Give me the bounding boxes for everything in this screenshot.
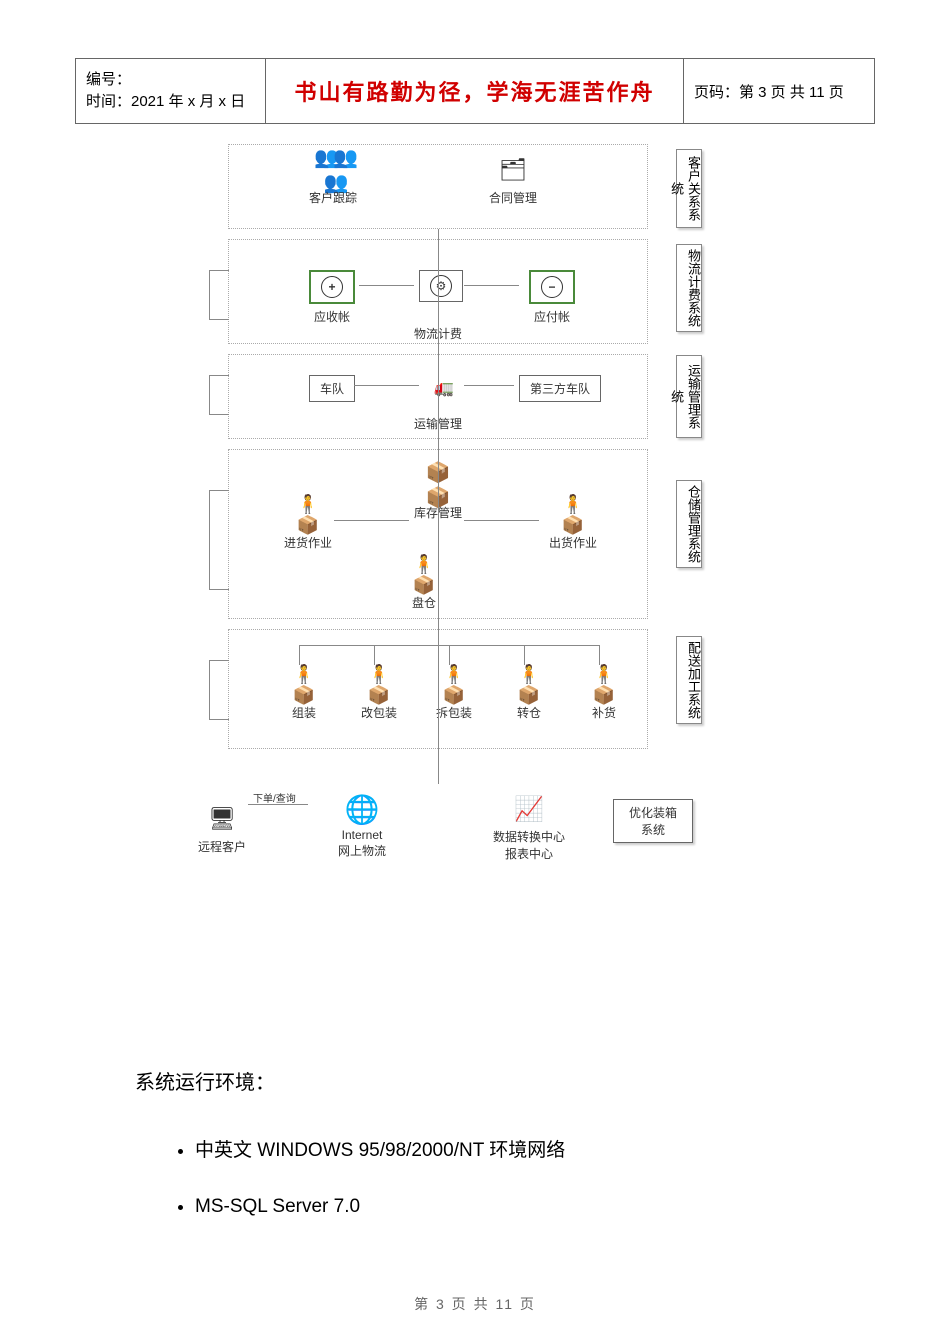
header-right: 页码：第 3 页 共 11 页 [684, 59, 874, 123]
side-label-transport: 运输管理系统 [676, 355, 702, 438]
label: 应付帐 [529, 308, 575, 325]
plus-icon: + [321, 276, 343, 298]
page-header: 编号： 时间：2021 年 x 月 x 日 书山有路勤为径，学海无涯苦作舟 页码… [75, 58, 875, 124]
label2: 网上物流 [338, 842, 386, 859]
node-internet: 🌐 Internet 网上物流 [338, 794, 386, 859]
node-fleet: 车队 [309, 375, 355, 402]
node-datacenter: 📈 数据转换中心 报表中心 [493, 794, 565, 862]
side-label-billing: 物流计费系统 [676, 244, 702, 332]
node-assemble: 🧍📦 组装 [284, 670, 324, 721]
carry-icon: 🧍📦 [584, 670, 624, 700]
serial-label: 编号： [86, 69, 255, 92]
fanout [299, 645, 300, 665]
label2: 报表中心 [493, 845, 565, 862]
box: − [529, 270, 575, 304]
connector [209, 270, 229, 320]
label: 拆包装 [434, 704, 474, 721]
label: 出货作业 [549, 534, 597, 551]
node-receivable: + 应收帐 [309, 270, 355, 325]
minus-icon: − [541, 276, 563, 298]
node-gear: ⚙ [419, 270, 463, 302]
label: 改包装 [359, 704, 399, 721]
side-label-crm: 客户关系系统 [676, 149, 702, 228]
section-title: 系统运行环境： [135, 1066, 815, 1095]
node-remote: 🖥 远程客户 [198, 804, 246, 855]
row-bottom: 🖥 远程客户 下单/查询 🌐 Internet 网上物流 📈 数据转换中心 报表… [198, 784, 718, 884]
node-repack: 🧍📦 改包装 [359, 670, 399, 721]
node-unpack: 🧍📦 拆包装 [434, 670, 474, 721]
gear-icon: ⚙ [430, 275, 452, 297]
node-truck: 🚛 [424, 373, 464, 407]
label: 转仓 [509, 704, 549, 721]
list-item: 中英文 WINDOWS 95/98/2000/NT 环境网络 [195, 1135, 815, 1162]
arrow [354, 385, 419, 386]
connector [209, 375, 229, 415]
label: 车队 [309, 375, 355, 402]
carry-icon: 🧍📦 [434, 670, 474, 700]
node-contract: 🗂 合同管理 [489, 155, 537, 206]
node-customer-track: 👥👥👥 客户跟踪 [309, 155, 357, 206]
label: 应收帐 [309, 308, 355, 325]
system-diagram: 客户关系系统 👥👥👥 客户跟踪 🗂 合同管理 物流计费系统 + 应收帐 ⚙ − … [228, 144, 708, 914]
label: 进货作业 [284, 534, 332, 551]
env-list: 中英文 WINDOWS 95/98/2000/NT 环境网络 MS-SQL Se… [135, 1135, 815, 1218]
files-icon: 🗂 [493, 155, 533, 185]
fanout [374, 645, 375, 665]
side-label-process: 配送加工系统 [676, 636, 702, 724]
label: 组装 [284, 704, 324, 721]
truck-icon: 🚛 [424, 373, 464, 403]
node-inbound: 🧍📦 进货作业 [284, 500, 332, 551]
carry-icon: 🧍📦 [359, 670, 399, 700]
motto: 书山有路勤为径，学海无涯苦作舟 [294, 75, 654, 107]
node-payable: − 应付帐 [529, 270, 575, 325]
spine [438, 229, 439, 784]
side-label-warehouse: 仓储管理系统 [676, 480, 702, 568]
node-3rd-fleet: 第三方车队 [519, 375, 601, 402]
carry-icon: 🧍📦 [509, 670, 549, 700]
box: + [309, 270, 355, 304]
fanout [524, 645, 525, 665]
node-transfer: 🧍📦 转仓 [509, 670, 549, 721]
body-content: 系统运行环境： 中英文 WINDOWS 95/98/2000/NT 环境网络 M… [135, 1066, 815, 1252]
box: ⚙ [419, 270, 463, 302]
carry-icon: 🧍📦 [284, 670, 324, 700]
people-icon: 👥👥👥 [313, 155, 353, 185]
chart-icon: 📈 [509, 794, 549, 824]
connector [209, 660, 229, 720]
download-label: 下单/查询 [253, 790, 296, 805]
computer-icon: 🖥 [202, 804, 242, 834]
arrow [464, 285, 519, 286]
node-outbound: 🧍📦 出货作业 [549, 500, 597, 551]
carry-icon: 🧍📦 [288, 500, 328, 530]
fanout [599, 645, 600, 665]
label: 补货 [584, 704, 624, 721]
date-label: 时间：2021 年 x 月 x 日 [86, 91, 255, 114]
label: 远程客户 [198, 838, 246, 855]
arrow [464, 520, 539, 521]
label1: Internet [338, 828, 386, 842]
header-center: 书山有路勤为径，学海无涯苦作舟 [266, 59, 684, 123]
label: 合同管理 [489, 189, 537, 206]
page-label: 页码：第 3 页 共 11 页 [694, 81, 844, 102]
arrow [359, 285, 414, 286]
connector [209, 490, 229, 590]
arrow [334, 520, 409, 521]
zigzag [248, 804, 308, 805]
node-optimize: 优化装箱系统 [613, 799, 693, 843]
carry-icon: 🧍📦 [553, 500, 593, 530]
header-left: 编号： 时间：2021 年 x 月 x 日 [76, 59, 266, 123]
label1: 数据转换中心 [493, 828, 565, 845]
label: 第三方车队 [519, 375, 601, 402]
label: 客户跟踪 [309, 189, 357, 206]
node-replenish: 🧍📦 补货 [584, 670, 624, 721]
globe-icon: 🌐 [342, 794, 382, 824]
arrow [464, 385, 514, 386]
row-crm: 客户关系系统 👥👥👥 客户跟踪 🗂 合同管理 [228, 144, 648, 229]
label: 优化装箱系统 [613, 799, 693, 843]
page-footer: 第 3 页 共 11 页 [0, 1294, 950, 1314]
fanout [449, 645, 450, 665]
list-item: MS-SQL Server 7.0 [195, 1196, 815, 1218]
